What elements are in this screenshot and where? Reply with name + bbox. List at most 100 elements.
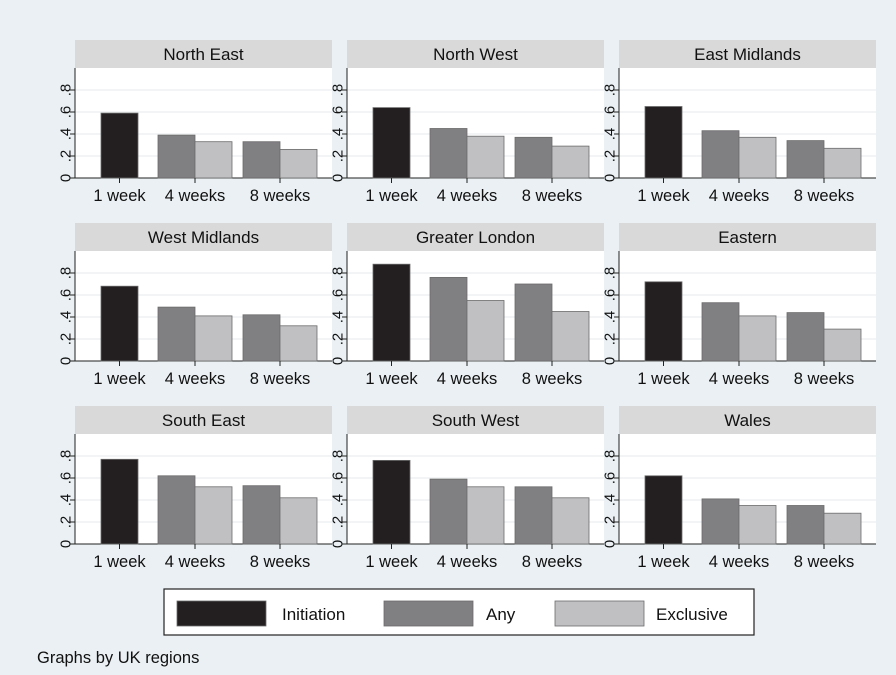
bar-initiation-1-week (100, 458, 139, 545)
panel-title: Wales (724, 411, 771, 430)
bar-exclusive-8-weeks (279, 148, 318, 179)
x-tick-label: 8 weeks (250, 370, 311, 388)
y-tick-label: 0 (58, 357, 75, 365)
y-tick-label: 0 (330, 357, 347, 365)
x-tick-label: 1 week (365, 187, 418, 205)
panel-title: Eastern (718, 228, 777, 247)
y-tick-label: .2 (602, 516, 619, 529)
y-tick-label: .8 (58, 450, 75, 463)
x-tick-label: 4 weeks (709, 370, 770, 388)
x-tick-label: 8 weeks (250, 187, 311, 205)
legend-label-any: Any (486, 605, 516, 624)
panel-south-west: South West 0 .2 .4 .6 .8 1 week 4 weeks 8 weeks (330, 406, 604, 571)
panel-wales: Wales 0 .2 .4 .6 .8 1 week 4 weeks 8 weeks (602, 406, 876, 571)
panel-title: East Midlands (694, 45, 801, 64)
y-tick-label: .8 (330, 84, 347, 97)
bar-any-4-weeks (701, 302, 740, 362)
y-tick-label: .2 (602, 150, 619, 163)
y-tick-label: .8 (58, 267, 75, 280)
bar-exclusive-8-weeks (551, 311, 590, 362)
bar-exclusive-4-weeks (466, 486, 505, 545)
bar-exclusive-8-weeks (279, 325, 318, 362)
x-tick-label: 8 weeks (522, 187, 583, 205)
y-tick-label: .6 (602, 106, 619, 119)
x-tick-label: 1 week (637, 187, 690, 205)
bar-any-4-weeks (701, 130, 740, 179)
y-tick-label: .2 (330, 333, 347, 346)
bar-any-4-weeks (429, 128, 468, 179)
y-tick-label: .4 (602, 494, 619, 507)
x-tick-label: 4 weeks (165, 370, 226, 388)
bar-any-4-weeks (157, 475, 196, 545)
y-tick-label: .8 (330, 267, 347, 280)
y-tick-label: .6 (602, 472, 619, 485)
panel-east-midlands: East Midlands 0 .2 .4 .6 .8 1 week 4 weeks 8 wee… (602, 40, 876, 205)
y-tick-label: .6 (330, 289, 347, 302)
panel-strip (347, 40, 604, 68)
bar-exclusive-4-weeks (194, 141, 233, 179)
y-tick-label: .6 (330, 106, 347, 119)
bar-any-4-weeks (429, 478, 468, 545)
panel-strip (75, 406, 332, 434)
legend-swatch-exclusive (554, 600, 645, 627)
y-tick-label: .2 (330, 150, 347, 163)
panel-title: Greater London (416, 228, 535, 247)
bar-initiation-1-week (372, 459, 411, 545)
bar-initiation-1-week (372, 263, 411, 362)
y-tick-label: .8 (602, 84, 619, 97)
y-tick-label: .4 (58, 128, 75, 141)
x-tick-label: 4 weeks (165, 187, 226, 205)
panel-north-east: North East 0 .2 .4 .6 .8 1 week 4 weeks 8 weeks (58, 40, 332, 205)
panel-strip (347, 406, 604, 434)
bar-exclusive-4-weeks (194, 486, 233, 545)
x-tick-label: 1 week (637, 553, 690, 571)
panel-north-west: North West 0 .2 .4 .6 .8 1 week 4 weeks 8 weeks (330, 40, 604, 205)
y-tick-label: .2 (602, 333, 619, 346)
x-tick-label: 4 weeks (437, 187, 498, 205)
legend-label-initiation: Initiation (282, 605, 345, 624)
panel-strip (619, 223, 876, 251)
y-tick-label: 0 (602, 357, 619, 365)
x-tick-label: 8 weeks (522, 553, 583, 571)
panel-title: South West (432, 411, 520, 430)
x-tick-label: 1 week (93, 187, 146, 205)
y-tick-label: 0 (58, 540, 75, 548)
x-tick-label: 8 weeks (522, 370, 583, 388)
y-tick-label: .4 (602, 311, 619, 324)
bar-exclusive-8-weeks (823, 512, 862, 545)
y-tick-label: .6 (58, 106, 75, 119)
x-tick-label: 8 weeks (794, 187, 855, 205)
y-tick-label: .4 (330, 311, 347, 324)
legend: Initiation Any Exclusive (163, 588, 755, 636)
panel-strip (75, 40, 332, 68)
bar-any-8-weeks (242, 485, 281, 545)
bar-exclusive-8-weeks (279, 497, 318, 545)
y-tick-label: .6 (58, 289, 75, 302)
panel-strip (347, 223, 604, 251)
bar-exclusive-4-weeks (466, 300, 505, 362)
bar-exclusive-4-weeks (466, 135, 505, 179)
panel-greater-london: Greater London 0 .2 .4 .6 .8 1 week 4 weeks 8 we… (330, 223, 604, 388)
bar-initiation-1-week (100, 285, 139, 362)
legend-swatch-any (383, 600, 474, 627)
bar-any-8-weeks (242, 141, 281, 179)
panel-strip (619, 40, 876, 68)
legend-swatch-initiation (176, 600, 267, 627)
x-tick-label: 1 week (365, 553, 418, 571)
panel-eastern: Eastern 0 .2 .4 .6 .8 1 week 4 weeks 8 weeks (602, 223, 876, 388)
x-tick-label: 4 weeks (437, 553, 498, 571)
y-tick-label: .2 (330, 516, 347, 529)
bar-exclusive-4-weeks (194, 315, 233, 362)
panel-title: North East (163, 45, 244, 64)
bar-exclusive-8-weeks (823, 328, 862, 362)
bar-exclusive-4-weeks (738, 315, 777, 362)
y-tick-label: .8 (330, 450, 347, 463)
y-tick-label: .2 (58, 516, 75, 529)
y-tick-label: .4 (58, 494, 75, 507)
bar-any-8-weeks (786, 505, 825, 545)
panel-title: South East (162, 411, 245, 430)
panel-west-midlands: West Midlands 0 .2 .4 .6 .8 1 week 4 weeks 8 wee… (58, 223, 332, 388)
x-tick-label: 4 weeks (709, 553, 770, 571)
